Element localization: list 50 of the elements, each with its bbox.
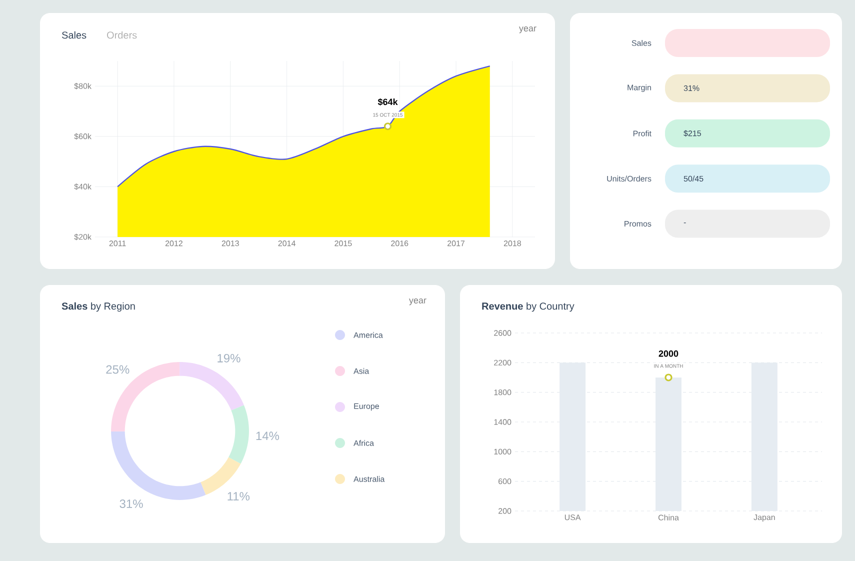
text: 50/45 xyxy=(684,176,704,182)
y-tick-label: 1800 xyxy=(494,389,512,396)
text: year xyxy=(518,26,536,34)
annotation: $64k xyxy=(378,98,398,106)
data-label: 19% xyxy=(218,354,240,362)
chart-title: Sales by Region xyxy=(62,302,135,312)
x-tick-label: 2016 xyxy=(391,240,408,246)
text: 31% xyxy=(684,85,700,92)
x-tick-label: 2012 xyxy=(165,240,182,246)
legend-label: Asia xyxy=(354,368,370,374)
legend-label: America xyxy=(354,332,383,338)
x-tick-label: 2017 xyxy=(448,240,465,246)
category-label: Sales xyxy=(632,40,652,46)
data-label: 25% xyxy=(106,365,130,374)
chart-subtitle: Orders xyxy=(107,31,137,39)
y-tick-label: 2200 xyxy=(494,360,512,366)
y-tick-label: 600 xyxy=(498,478,512,484)
category-label: Margin xyxy=(628,84,651,92)
y-tick-label: 200 xyxy=(498,508,512,514)
y-tick-label: $80k xyxy=(74,82,92,90)
y-tick-label: 1000 xyxy=(494,448,512,454)
x-tick-label: Japan xyxy=(754,514,775,522)
category-label: Units/Orders xyxy=(607,176,652,182)
line-series xyxy=(116,65,490,188)
x-tick-label: China xyxy=(658,514,679,520)
x-tick-label: 2013 xyxy=(222,240,239,246)
legend-label: Africa xyxy=(354,440,374,446)
text: $215 xyxy=(684,130,701,137)
data-label: 31% xyxy=(120,500,143,508)
category-label: Profit xyxy=(633,130,652,136)
legend-label: Europe xyxy=(354,403,379,411)
data-label: 14% xyxy=(256,432,280,440)
y-tick-label: 1400 xyxy=(494,419,512,425)
y-tick-label: $40k xyxy=(74,183,92,190)
text: year xyxy=(408,298,426,306)
category-label: Promos xyxy=(624,220,652,227)
data-label: 11% xyxy=(228,492,250,500)
annotation: 2000 xyxy=(658,350,678,357)
x-tick-label: 2011 xyxy=(109,240,126,246)
legend-label: Australia xyxy=(354,476,385,482)
x-tick-label: 2018 xyxy=(504,240,521,246)
y-tick-label: 2600 xyxy=(494,330,512,336)
text: - xyxy=(684,222,686,224)
x-tick-label: USA xyxy=(564,514,581,520)
x-tick-label: 2014 xyxy=(278,240,296,246)
chart-title: Sales xyxy=(62,31,86,39)
chart-title: Revenue by Country xyxy=(482,302,574,312)
y-tick-label: $20k xyxy=(74,234,92,240)
y-tick-label: $60k xyxy=(74,133,92,140)
x-tick-label: 2015 xyxy=(334,240,352,246)
